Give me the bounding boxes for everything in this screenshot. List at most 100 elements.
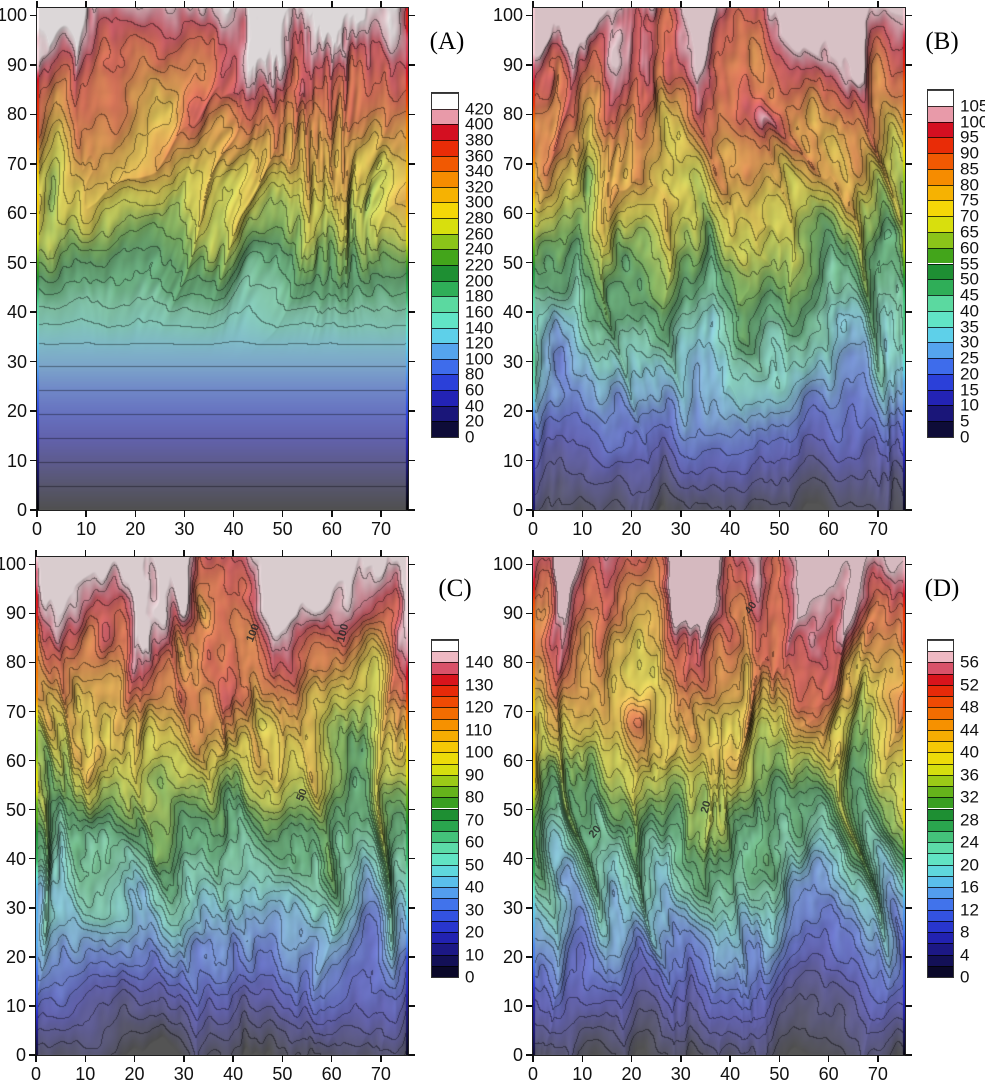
x-axis-tick-label-d: 30 [670,1064,691,1084]
x-axis-top-tick-a [331,1,333,8]
y-axis-right-tick-c [408,907,415,909]
x-axis-tick-label-a: 50 [272,519,293,539]
y-axis-tick-label-c: 40 [5,848,26,869]
colorbar-segment-c [432,684,458,697]
colorbar-tick-label-c: 130 [465,675,494,695]
x-axis-top-tick-b [630,1,633,8]
x-axis-top-tick-d [827,550,830,557]
x-axis-top-tick-c [84,550,87,557]
y-axis-tick-label-a: 80 [6,104,27,125]
x-axis-tick-label-a: 0 [31,519,42,539]
x-axis-tick-a [232,510,235,517]
colorbar-segment-c [432,651,458,663]
y-axis-tick-label-d: 70 [502,701,523,722]
y-axis-tick-label-a: 40 [6,302,27,323]
elevation-colorbar-d [927,639,954,978]
colorbar-segment-a [432,155,458,172]
x-axis-tick-d [532,1055,534,1062]
colorbar-segment-d [928,932,953,944]
colorbar-segment-b [928,153,953,169]
x-axis-tick-b [630,510,633,517]
x-axis-tick-d [729,1055,731,1062]
x-axis-top-tick-c [330,550,333,557]
x-axis-top-tick-a [281,1,284,8]
colorbar-segment-d [928,920,953,933]
y-axis-right-tick-a [408,212,415,214]
x-axis-top-tick-b [827,1,830,8]
colorbar-segment-b [928,184,953,201]
x-axis-tick-label-b: 20 [621,519,642,539]
x-axis-tick-b [532,510,534,517]
y-axis-right-tick-d [905,563,912,566]
colorbar-segment-a [432,296,458,312]
y-axis-right-tick-d [905,612,912,615]
x-axis-tick-label-d: 60 [818,1064,839,1084]
colorbar-segment-c [432,932,458,944]
x-axis-top-tick-b [680,1,682,8]
colorbar-segment-d [928,875,953,888]
y-axis-tick-label-b: 100 [492,5,523,26]
colorbar-segment-c [432,786,458,798]
colorbar-segment-d [928,752,953,764]
x-axis-tick-c [84,1055,87,1062]
colorbar-segment-d [928,819,953,831]
y-axis-right-tick-c [408,612,415,615]
colorbar-tick-label-a: 360 [465,146,494,166]
x-axis-top-tick-c [183,550,185,557]
y-axis-tick-label-c: 90 [5,603,26,624]
x-axis-tick-label-c: 50 [272,1064,293,1084]
colorbar-tick-label-b: 90 [960,143,979,163]
colorbar-segment-d [928,741,953,753]
y-axis-tick-label-c: 80 [5,652,26,673]
colorbar-segment-b [928,247,953,264]
y-axis-right-tick-c [408,710,415,713]
colorbar-tick-label-a: 420 [465,99,494,119]
y-axis-tick-label-d: 0 [512,1045,523,1065]
x-axis-tick-b [680,510,682,517]
x-axis-tick-d [877,1055,879,1062]
colorbar-segment-b [928,326,953,343]
colorbar-tick-label-a: 80 [465,364,484,384]
colorbar-tick-label-b: 20 [960,364,979,384]
colorbar-segment-a [432,171,458,187]
colorbar-tick-label-d: 56 [960,652,979,672]
x-axis-tick-label-d: 50 [769,1064,790,1084]
colorbar-segment-a [432,124,458,140]
colorbar-tick-label-c: 20 [465,922,484,942]
colorbar-segment-a [432,421,458,437]
elevation-map-panel-b [532,7,906,511]
panel-label-d: (D) [924,575,960,602]
x-axis-tick-label-c: 70 [370,1064,391,1084]
x-axis-tick-label-b: 30 [670,519,691,539]
x-axis-top-tick-a [380,1,382,8]
x-axis-tick-label-b: 50 [769,519,790,539]
x-axis-top-tick-d [680,550,682,557]
colorbar-tick-label-c: 120 [465,697,494,717]
colorbar-tick-label-d: 28 [960,810,979,830]
y-axis-right-tick-b [905,212,912,214]
colorbar-segment-c [432,842,458,854]
colorbar-tick-label-b: 25 [960,348,979,368]
x-axis-tick-a [331,510,333,517]
y-axis-right-tick-c [408,808,415,811]
y-axis-right-tick-a [408,113,415,116]
y-axis-tick-label-b: 90 [502,54,523,75]
y-axis-tick-b [526,509,533,511]
colorbar-segment-a [432,186,458,203]
colorbar-tick-label-b: 65 [960,222,979,242]
x-axis-tick-label-a: 20 [125,519,146,539]
y-axis-tick-label-d: 40 [502,848,523,869]
x-axis-tick-a [134,510,137,517]
terrain-canvas-c [35,556,409,1056]
y-axis-tick-d [526,956,533,958]
colorbar-segment-d [928,887,953,899]
colorbar-tick-label-d: 40 [960,742,979,762]
colorbar-tick-label-d: 44 [960,720,979,740]
colorbar-tick-label-d: 24 [960,832,979,852]
x-axis-tick-label-c: 40 [223,1064,244,1084]
y-axis-tick-label-b: 0 [512,500,523,520]
y-axis-right-tick-c [408,1005,415,1007]
colorbar-segment-c [432,640,458,652]
y-axis-right-tick-a [408,261,415,264]
